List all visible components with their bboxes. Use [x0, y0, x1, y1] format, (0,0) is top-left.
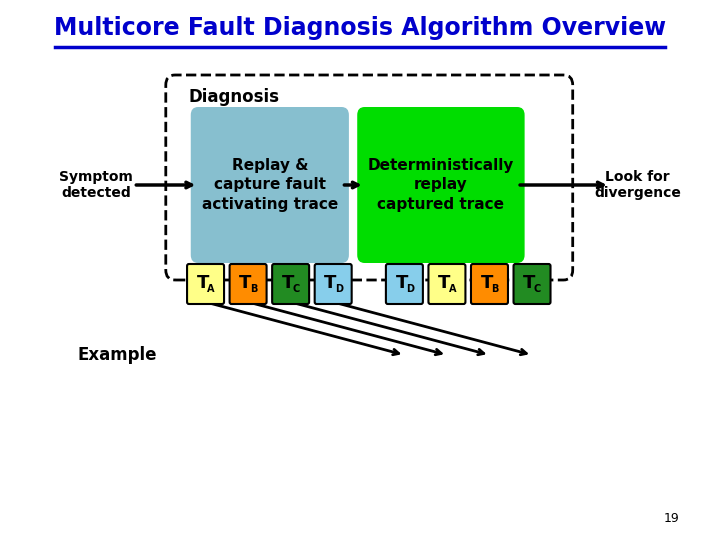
Text: B: B: [250, 284, 257, 294]
Text: T: T: [523, 274, 536, 292]
Text: T: T: [438, 274, 450, 292]
Text: Multicore Fault Diagnosis Algorithm Overview: Multicore Fault Diagnosis Algorithm Over…: [54, 16, 666, 40]
Text: C: C: [485, 265, 495, 279]
Text: T: T: [395, 274, 408, 292]
FancyBboxPatch shape: [386, 264, 423, 304]
FancyBboxPatch shape: [166, 75, 572, 280]
Text: A: A: [449, 284, 456, 294]
Text: T: T: [282, 274, 294, 292]
Text: T: T: [197, 274, 209, 292]
FancyBboxPatch shape: [513, 264, 551, 304]
Text: Example: Example: [78, 346, 158, 364]
Text: Symptom
detected: Symptom detected: [60, 170, 133, 200]
Text: A: A: [207, 284, 215, 294]
Text: C: C: [286, 265, 296, 279]
FancyBboxPatch shape: [272, 264, 309, 304]
FancyBboxPatch shape: [471, 264, 508, 304]
Text: C: C: [534, 284, 541, 294]
Text: A: A: [399, 265, 410, 279]
Text: Deterministically
replay
captured trace: Deterministically replay captured trace: [368, 158, 514, 212]
Text: D: D: [406, 284, 414, 294]
FancyBboxPatch shape: [315, 264, 351, 304]
FancyBboxPatch shape: [428, 264, 465, 304]
Text: Replay &
capture fault
activating trace: Replay & capture fault activating trace: [202, 158, 338, 212]
Text: D: D: [335, 284, 343, 294]
FancyBboxPatch shape: [230, 264, 266, 304]
Text: T: T: [480, 274, 493, 292]
FancyBboxPatch shape: [187, 264, 224, 304]
Text: D: D: [328, 265, 339, 279]
Text: C: C: [292, 284, 300, 294]
Text: B: B: [441, 265, 452, 279]
Text: B: B: [243, 265, 253, 279]
Text: T: T: [239, 274, 251, 292]
Text: B: B: [491, 284, 499, 294]
Text: Diagnosis: Diagnosis: [189, 88, 280, 106]
FancyBboxPatch shape: [357, 107, 525, 263]
Text: T: T: [324, 274, 336, 292]
Text: D: D: [526, 265, 538, 279]
Text: A: A: [200, 265, 211, 279]
Text: 19: 19: [663, 512, 679, 525]
FancyBboxPatch shape: [191, 107, 349, 263]
Text: Look for
divergence: Look for divergence: [594, 170, 681, 200]
